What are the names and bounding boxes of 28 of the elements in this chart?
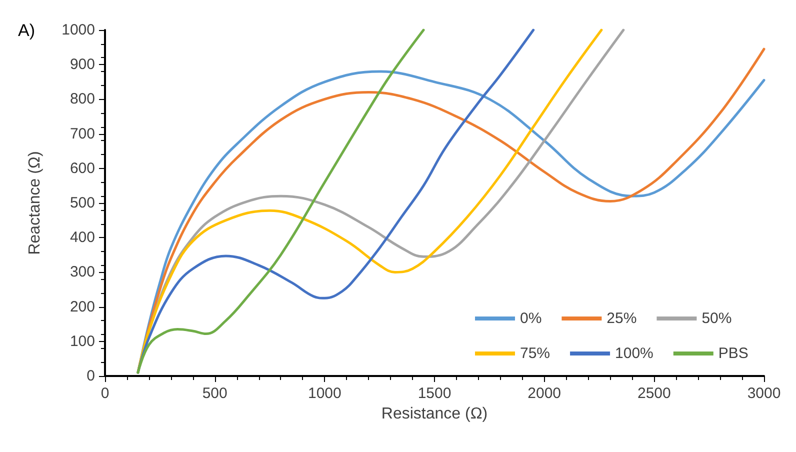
legend-label: PBS bbox=[718, 345, 748, 362]
text: A) bbox=[18, 21, 35, 40]
line-series bbox=[136, 28, 425, 374]
y-tick-label: 0 bbox=[86, 368, 95, 384]
x-tick-label: 1500 bbox=[418, 385, 452, 402]
x-tick-label: 3000 bbox=[747, 385, 781, 402]
y-tick-label: 400 bbox=[70, 229, 95, 246]
x-axis-title: Resistance (Ω) bbox=[381, 405, 488, 422]
y-tick-label: 900 bbox=[70, 56, 95, 74]
legend-label: 75% bbox=[520, 345, 550, 362]
legend-label: 100% bbox=[615, 345, 654, 362]
x-tick-label: 2000 bbox=[528, 385, 562, 402]
legend-label: 50% bbox=[702, 310, 732, 327]
legend-label: 0% bbox=[520, 310, 542, 327]
y-tick-label: 600 bbox=[70, 160, 95, 177]
x-tick-label: 500 bbox=[202, 385, 228, 402]
y-tick-label: 100 bbox=[70, 332, 95, 350]
y-axis-title: Reactance (Ω) bbox=[26, 151, 44, 255]
y-tick-label: 300 bbox=[70, 264, 95, 281]
y-tick-label: 200 bbox=[70, 298, 95, 316]
legend-label: 25% bbox=[606, 310, 637, 327]
x-tick-label: 1000 bbox=[308, 385, 342, 402]
x-tick-label: 2500 bbox=[637, 385, 671, 402]
x-tick-label: 0 bbox=[100, 385, 110, 402]
y-tick-label: 500 bbox=[70, 194, 95, 212]
y-tick-label: 700 bbox=[70, 125, 95, 142]
y-tick-label: 800 bbox=[70, 90, 95, 108]
y-tick-label: 1000 bbox=[62, 22, 95, 38]
